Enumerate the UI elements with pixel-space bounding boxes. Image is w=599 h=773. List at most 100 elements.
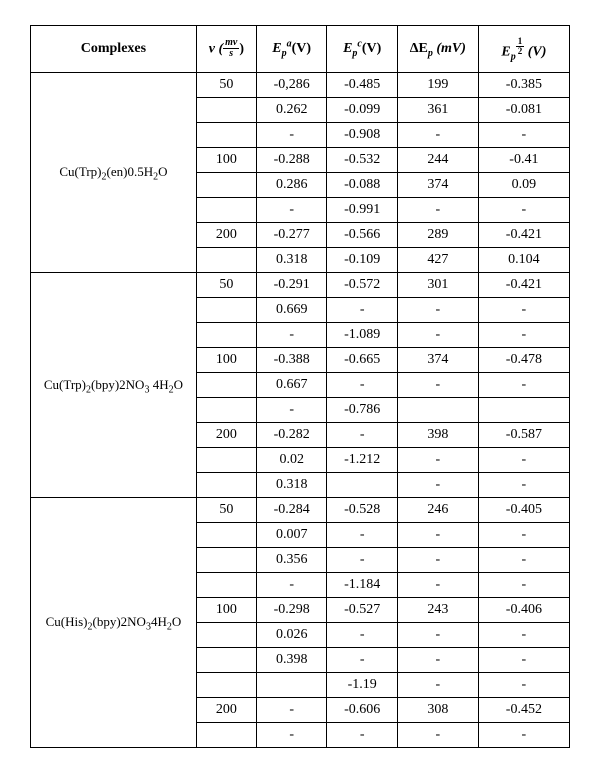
cell-eh: 0.104 <box>478 248 569 273</box>
cell-v <box>196 173 256 198</box>
cell-de: - <box>397 573 478 598</box>
cell-eh: -0.41 <box>478 148 569 173</box>
cell-ea: 0.286 <box>256 173 326 198</box>
cell-ec <box>327 473 397 498</box>
cell-ec: -0.528 <box>327 498 397 523</box>
cell-ea: - <box>256 698 326 723</box>
cell-v <box>196 448 256 473</box>
col-eh: Ep12 (V) <box>478 26 569 73</box>
cell-v <box>196 323 256 348</box>
cell-eh: - <box>478 323 569 348</box>
cell-de: - <box>397 298 478 323</box>
cell-ea: 0.669 <box>256 298 326 323</box>
cell-ea: - <box>256 723 326 748</box>
cell-ea: -0.291 <box>256 273 326 298</box>
cell-de: - <box>397 123 478 148</box>
cell-eh: - <box>478 573 569 598</box>
cell-ea: 0.026 <box>256 623 326 648</box>
cell-de: 398 <box>397 423 478 448</box>
cell-ea: -0.288 <box>256 148 326 173</box>
cell-ec: - <box>327 423 397 448</box>
col-ea: Epa(V) <box>256 26 326 73</box>
cell-ea: 0.318 <box>256 473 326 498</box>
cell-eh: 0.09 <box>478 173 569 198</box>
cell-v <box>196 123 256 148</box>
col-de: ΔEp (mV) <box>397 26 478 73</box>
cell-ec: -0.566 <box>327 223 397 248</box>
complex-label: Cu(His)2(bpy)2NO34H2O <box>31 498 197 748</box>
cell-ec: -0.908 <box>327 123 397 148</box>
cell-ec: -1.212 <box>327 448 397 473</box>
cell-de <box>397 398 478 423</box>
cell-v: 50 <box>196 73 256 98</box>
cell-ea: 0.398 <box>256 648 326 673</box>
cell-ec: - <box>327 373 397 398</box>
cell-ec: - <box>327 648 397 673</box>
cell-de: 243 <box>397 598 478 623</box>
cell-eh: -0.452 <box>478 698 569 723</box>
cell-ec: -0.606 <box>327 698 397 723</box>
cell-eh: - <box>478 448 569 473</box>
cell-de: 244 <box>397 148 478 173</box>
cell-eh <box>478 398 569 423</box>
cell-de: - <box>397 523 478 548</box>
cell-ea: -0.298 <box>256 598 326 623</box>
cell-de: - <box>397 648 478 673</box>
cell-de: - <box>397 673 478 698</box>
cell-de: - <box>397 723 478 748</box>
cell-de: - <box>397 373 478 398</box>
cell-ea: 0.356 <box>256 548 326 573</box>
cell-eh: - <box>478 623 569 648</box>
col-v: v (mvs) <box>196 26 256 73</box>
cell-ea: - <box>256 323 326 348</box>
cell-v <box>196 623 256 648</box>
cell-v <box>196 473 256 498</box>
cell-ec: -0.088 <box>327 173 397 198</box>
cell-de: 427 <box>397 248 478 273</box>
cell-ec: - <box>327 723 397 748</box>
cell-v <box>196 548 256 573</box>
cell-de: - <box>397 198 478 223</box>
cell-eh: - <box>478 373 569 398</box>
cell-ec: -0.786 <box>327 398 397 423</box>
cell-ea: -0.284 <box>256 498 326 523</box>
cell-ea: -0.388 <box>256 348 326 373</box>
col-complexes: Complexes <box>31 26 197 73</box>
cell-v <box>196 573 256 598</box>
cell-v <box>196 298 256 323</box>
cell-ec: -0.991 <box>327 198 397 223</box>
cell-eh: -0.421 <box>478 273 569 298</box>
cell-v <box>196 98 256 123</box>
cell-v: 200 <box>196 223 256 248</box>
cell-ec: - <box>327 298 397 323</box>
cell-de: 374 <box>397 173 478 198</box>
cell-v <box>196 523 256 548</box>
table-row: Cu(Trp)2(en)0.5H2O50-0,286-0.485199-0.38… <box>31 73 570 98</box>
cell-ec: -0.109 <box>327 248 397 273</box>
cell-de: - <box>397 548 478 573</box>
table-row: Cu(Trp)2(bpy)2NO3 4H2O50-0.291-0.572301-… <box>31 273 570 298</box>
cell-v: 50 <box>196 498 256 523</box>
cell-ec: -1.19 <box>327 673 397 698</box>
cell-ec: -0.099 <box>327 98 397 123</box>
complex-label: Cu(Trp)2(bpy)2NO3 4H2O <box>31 273 197 498</box>
cell-ec: - <box>327 523 397 548</box>
cell-v <box>196 648 256 673</box>
cell-v <box>196 673 256 698</box>
cell-de: - <box>397 448 478 473</box>
cell-ec: - <box>327 548 397 573</box>
cell-v: 200 <box>196 423 256 448</box>
cell-ec: -0.485 <box>327 73 397 98</box>
cell-eh: -0.478 <box>478 348 569 373</box>
cell-eh: -0.405 <box>478 498 569 523</box>
cell-ea: - <box>256 398 326 423</box>
cell-eh: -0.406 <box>478 598 569 623</box>
cell-eh: - <box>478 523 569 548</box>
cell-ec: - <box>327 623 397 648</box>
cell-ec: -1.184 <box>327 573 397 598</box>
cell-ea: 0.262 <box>256 98 326 123</box>
cell-de: 361 <box>397 98 478 123</box>
cell-eh: -0.385 <box>478 73 569 98</box>
table-body: Cu(Trp)2(en)0.5H2O50-0,286-0.485199-0.38… <box>31 73 570 748</box>
cell-eh: - <box>478 648 569 673</box>
